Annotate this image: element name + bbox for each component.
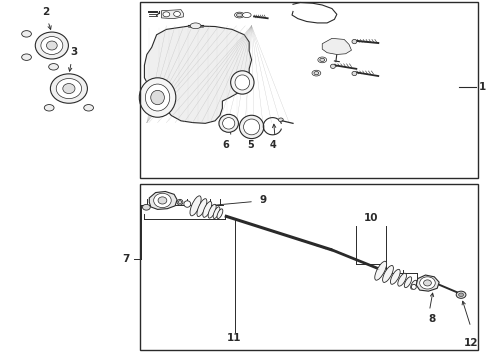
Ellipse shape [423,280,430,286]
Ellipse shape [41,37,62,54]
Ellipse shape [21,54,31,60]
Ellipse shape [35,32,68,59]
Ellipse shape [178,201,182,204]
Ellipse shape [203,202,211,217]
Ellipse shape [330,64,335,68]
Ellipse shape [235,75,249,90]
Ellipse shape [50,74,87,103]
Ellipse shape [219,114,238,132]
Bar [139,3,477,178]
Ellipse shape [313,72,318,75]
Ellipse shape [404,277,411,288]
Ellipse shape [46,41,57,50]
Ellipse shape [145,84,169,111]
Ellipse shape [410,280,416,289]
Ellipse shape [234,12,244,18]
Text: 9: 9 [259,195,266,206]
Ellipse shape [177,199,183,205]
Text: 7: 7 [122,254,129,264]
Text: 6: 6 [222,140,229,150]
Ellipse shape [21,31,31,37]
Circle shape [163,12,169,17]
Ellipse shape [236,13,242,17]
Ellipse shape [222,118,234,129]
Ellipse shape [351,40,356,44]
Circle shape [173,12,180,17]
Ellipse shape [419,277,434,289]
Ellipse shape [190,196,201,216]
Circle shape [458,293,463,297]
Polygon shape [144,26,251,123]
Ellipse shape [217,209,223,219]
Ellipse shape [389,269,399,284]
Ellipse shape [397,273,406,286]
Text: 12: 12 [463,338,477,348]
Ellipse shape [230,71,253,94]
Polygon shape [415,275,438,291]
Ellipse shape [44,104,54,111]
Ellipse shape [374,261,386,280]
Text: 1: 1 [478,82,486,92]
Ellipse shape [278,118,283,122]
Ellipse shape [317,57,326,63]
Ellipse shape [243,119,259,135]
Ellipse shape [382,265,393,283]
Text: 5: 5 [246,140,253,150]
Ellipse shape [139,78,176,117]
Ellipse shape [56,78,81,99]
Ellipse shape [239,115,263,139]
Polygon shape [322,39,351,54]
Ellipse shape [351,71,356,76]
Ellipse shape [213,207,220,219]
Circle shape [455,291,465,298]
Circle shape [142,204,150,210]
Ellipse shape [83,104,93,111]
Bar [139,184,477,350]
Ellipse shape [319,58,324,62]
Text: 3: 3 [70,48,77,57]
Text: 2: 2 [42,7,49,17]
Ellipse shape [311,70,320,76]
Ellipse shape [208,204,216,218]
Polygon shape [149,192,177,210]
Ellipse shape [62,84,75,94]
Polygon shape [161,10,183,19]
Text: 8: 8 [427,315,435,324]
Text: 11: 11 [227,333,241,343]
Ellipse shape [49,64,58,70]
Ellipse shape [150,90,164,105]
Ellipse shape [158,197,166,204]
Ellipse shape [197,199,206,217]
Ellipse shape [242,13,251,18]
Ellipse shape [153,193,171,208]
Ellipse shape [190,23,201,29]
Text: 10: 10 [363,213,377,223]
Ellipse shape [183,201,190,207]
Text: 4: 4 [268,140,275,150]
Ellipse shape [410,284,415,289]
